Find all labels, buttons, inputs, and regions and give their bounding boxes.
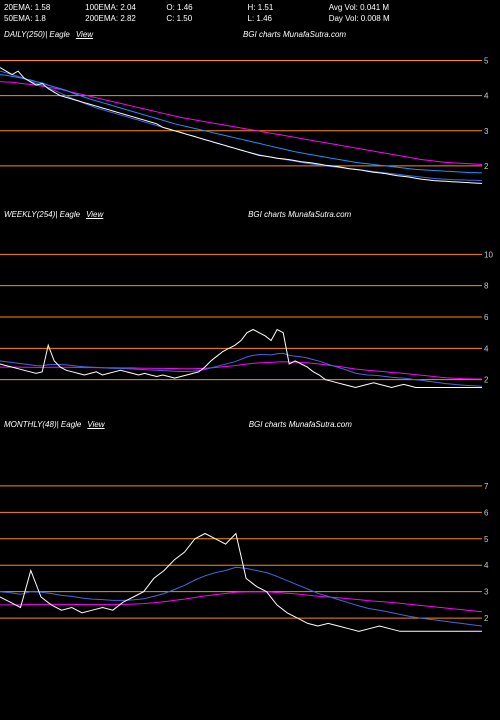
series-ema100 — [0, 362, 482, 379]
axis-label: 2 — [484, 614, 489, 623]
axis-label: 5 — [484, 535, 489, 544]
axis-label: 3 — [484, 588, 489, 597]
panel-header: WEEKLY(254)| EagleViewBGI charts MunafaS… — [0, 206, 500, 223]
axis-label: 3 — [484, 127, 489, 136]
panel-title: WEEKLY(254)| EagleView — [4, 210, 103, 219]
stat-avgvol: Avg Vol: 0.041 M — [329, 2, 410, 13]
stat-200ema: 200EMA: 2.82 — [85, 13, 166, 24]
series-ema50 — [0, 75, 482, 173]
panel-title: MONTHLY(48)| EagleView — [4, 420, 105, 429]
chart-panel-1: WEEKLY(254)| EagleViewBGI charts MunafaS… — [0, 206, 500, 416]
axis-label: 10 — [484, 250, 493, 259]
axis-label: 5 — [484, 57, 489, 66]
view-link[interactable]: View — [76, 30, 93, 39]
series-ema100 — [0, 82, 482, 165]
series-ema100 — [0, 592, 482, 612]
stat-open: O: 1.46 — [166, 2, 247, 13]
axis-label: 8 — [484, 282, 489, 291]
stat-dayvol: Day Vol: 0.008 M — [329, 13, 410, 24]
axis-label: 4 — [484, 561, 489, 570]
stat-low: L: 1.46 — [248, 13, 329, 24]
view-link[interactable]: View — [87, 420, 104, 429]
series-ema20 — [0, 71, 482, 181]
panel-attribution: BGI charts MunafaSutra.com — [105, 420, 496, 429]
axis-label: 6 — [484, 313, 489, 322]
view-link[interactable]: View — [86, 210, 103, 219]
axis-label: 2 — [484, 376, 489, 385]
stat-high: H: 1.51 — [248, 2, 329, 13]
axis-label: 6 — [484, 508, 489, 517]
panel-header: MONTHLY(48)| EagleViewBGI charts MunafaS… — [0, 416, 500, 433]
panel-title: DAILY(250)| EagleView — [4, 30, 93, 39]
chart-svg: 5 4 3 2 — [0, 43, 500, 201]
stat-100ema: 100EMA: 2.04 — [85, 2, 166, 13]
chart-panel-2: MONTHLY(48)| EagleViewBGI charts MunafaS… — [0, 416, 500, 676]
panel-attribution: BGI charts MunafaSutra.com — [103, 210, 496, 219]
series-ema20 — [0, 567, 482, 626]
series-ema20 — [0, 353, 482, 386]
chart-svg: 10 8 6 4 2 — [0, 223, 500, 411]
panel-attribution: BGI charts MunafaSutra.com — [93, 30, 496, 39]
stat-50ema: 50EMA: 1.8 — [4, 13, 85, 24]
chart-svg: 7 6 5 4 3 2 — [0, 433, 500, 671]
axis-label: 2 — [484, 162, 489, 171]
axis-label: 4 — [484, 92, 489, 101]
stat-20ema: 20EMA: 1.58 — [4, 2, 85, 13]
panel-header: DAILY(250)| EagleViewBGI charts MunafaSu… — [0, 26, 500, 43]
stats-header: 20EMA: 1.58 100EMA: 2.04 O: 1.46 H: 1.51… — [0, 0, 500, 26]
axis-label: 7 — [484, 482, 489, 491]
chart-panel-0: DAILY(250)| EagleViewBGI charts MunafaSu… — [0, 26, 500, 206]
axis-label: 4 — [484, 344, 489, 353]
stat-close: C: 1.50 — [166, 13, 247, 24]
